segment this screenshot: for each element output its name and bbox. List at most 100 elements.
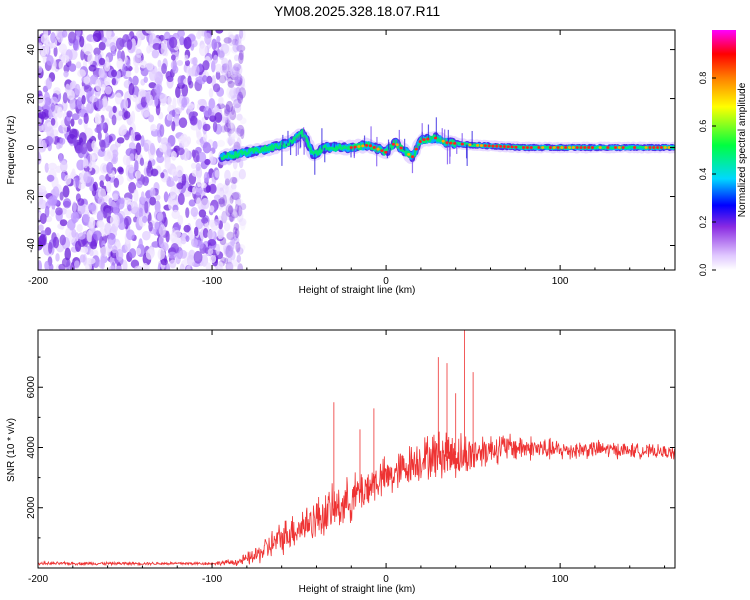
heatmap-noise-cell [167, 114, 173, 121]
heatmap-noise-cell [79, 254, 86, 263]
heatmap-x-ticks: -200 -100 0 100 [28, 30, 666, 287]
heatmap-noise-cell [98, 57, 106, 66]
heatmap-noise-cell [231, 64, 238, 73]
heatmap-noise-cell [92, 30, 102, 42]
heatmap-ridge-peak [357, 145, 361, 148]
heatmap-noise-cell [109, 41, 116, 52]
heatmap-noise-cell [232, 43, 240, 53]
heatmap-noise-cell [208, 219, 216, 228]
heatmap-noise-cell [226, 198, 231, 205]
heatmap-noise-cell [148, 68, 157, 82]
heatmap-noise-cell [52, 236, 60, 249]
heatmap-noise-cell [129, 153, 135, 162]
heatmap-noise-cell [226, 70, 232, 79]
heatmap-noise-cell [227, 121, 235, 129]
heatmap-y-label: Frequency (Hz) [6, 116, 17, 185]
heatmap-noise-cell [95, 78, 102, 92]
heatmap-noise-cell [83, 43, 93, 56]
heatmap-noise-cell [221, 57, 229, 67]
heatmap-noise-cell [142, 262, 149, 270]
heatmap-ridge-peak [648, 146, 652, 149]
heatmap-noise-cell [138, 207, 144, 219]
heatmap-noise-cell [135, 48, 142, 58]
heatmap-noise-cell [240, 202, 247, 211]
heatmap-noise-cell [145, 30, 155, 34]
heatmap-noise-cell [207, 248, 214, 255]
heatmap-noise-cell [225, 199, 233, 211]
heatmap-noise-cell [93, 47, 101, 56]
heatmap-noise-cell [83, 171, 92, 184]
heatmap-noise-cell [176, 182, 184, 190]
heatmap-ridge [215, 117, 675, 175]
heatmap-noise-cell [213, 194, 221, 201]
heatmap-noise-cell [133, 216, 138, 223]
heatmap-noise-cell [122, 154, 131, 166]
heatmap-noise-cell [123, 215, 132, 226]
heatmap-noise-cell [92, 230, 102, 241]
heatmap-noise-cell [214, 169, 220, 178]
heatmap-ridge-peak [575, 146, 579, 149]
heatmap-noise-cell [150, 123, 157, 132]
heatmap-noise-cell [231, 38, 239, 46]
heatmap-noise-cell [114, 92, 123, 105]
heatmap-ridge-peak [667, 146, 671, 149]
heatmap-noise-cell [115, 265, 123, 270]
heatmap-noise-cell [186, 265, 191, 270]
heatmap-noise-cell [220, 43, 230, 55]
heatmap-noise-cell [179, 263, 185, 270]
heatmap-ridge-peak [410, 155, 415, 159]
heatmap-noise-cell [69, 97, 76, 111]
heatmap-noise-cell [50, 102, 55, 113]
heatmap-noise-cell [181, 97, 188, 108]
heatmap-y-ticks: -40 -20 0 20 40 [26, 36, 675, 271]
heatmap-noise-cell [223, 222, 231, 232]
heatmap-noise-cell [107, 238, 113, 249]
heatmap-noise-cell [158, 234, 165, 248]
heatmap-noise-cell [98, 67, 105, 78]
heatmap-ridge-peak [491, 144, 495, 148]
heatmap-noise-cell [130, 110, 136, 124]
heatmap-ridge-peak [652, 146, 656, 149]
heatmap-noise-cell [235, 243, 243, 256]
heatmap-noise-cell [96, 220, 101, 228]
heatmap-noise-cell [86, 257, 96, 265]
heatmap-noise-cell [206, 75, 213, 84]
heatmap-noise-cell [160, 42, 168, 56]
heatmap-noise-cell [197, 119, 202, 130]
heatmap-noise-cell [230, 207, 237, 218]
heatmap-noise-cell [235, 66, 240, 75]
heatmap-noise-cell [88, 216, 96, 229]
heatmap-noise-cell [234, 73, 243, 87]
heatmap-noise-cell [75, 30, 82, 37]
heatmap-noise-cell [191, 65, 196, 77]
heatmap-noise-cell [226, 107, 236, 117]
heatmap-y-tick-label: 20 [26, 93, 37, 105]
heatmap-noise-cell [157, 59, 162, 68]
heatmap-noise-cell [46, 126, 54, 138]
heatmap-ridge-peak [587, 146, 591, 149]
heatmap-noise-cell [95, 98, 104, 110]
heatmap-noise-cell [115, 248, 124, 261]
heatmap-noise-cell [67, 31, 77, 44]
heatmap-noise-cell [99, 180, 105, 188]
heatmap-noise-cell [89, 249, 94, 257]
heatmap-noise-cell [48, 263, 54, 270]
heatmap-noise-cell [234, 228, 240, 239]
heatmap-noise-cell [236, 93, 244, 101]
heatmap-noise-cell [168, 197, 173, 210]
heatmap-noise-cell [145, 248, 155, 260]
heatmap-noise-cell [231, 236, 240, 245]
heatmap-noise-cell [128, 248, 137, 259]
heatmap-noise-cell [234, 40, 243, 52]
heatmap-noise-cell [223, 110, 232, 121]
heatmap-noise-cell [214, 63, 223, 73]
heatmap-noise-cell [151, 49, 160, 59]
heatmap-noise-cell [133, 265, 143, 270]
heatmap-noise-cell [111, 77, 117, 86]
heatmap-noise-cell [235, 86, 242, 96]
heatmap-ridge-peak [556, 146, 560, 149]
heatmap-noise-cell [113, 214, 120, 227]
heatmap-noise-cell [197, 151, 207, 163]
heatmap-noise-cell [77, 232, 86, 240]
heatmap-noise-cell [139, 60, 148, 69]
